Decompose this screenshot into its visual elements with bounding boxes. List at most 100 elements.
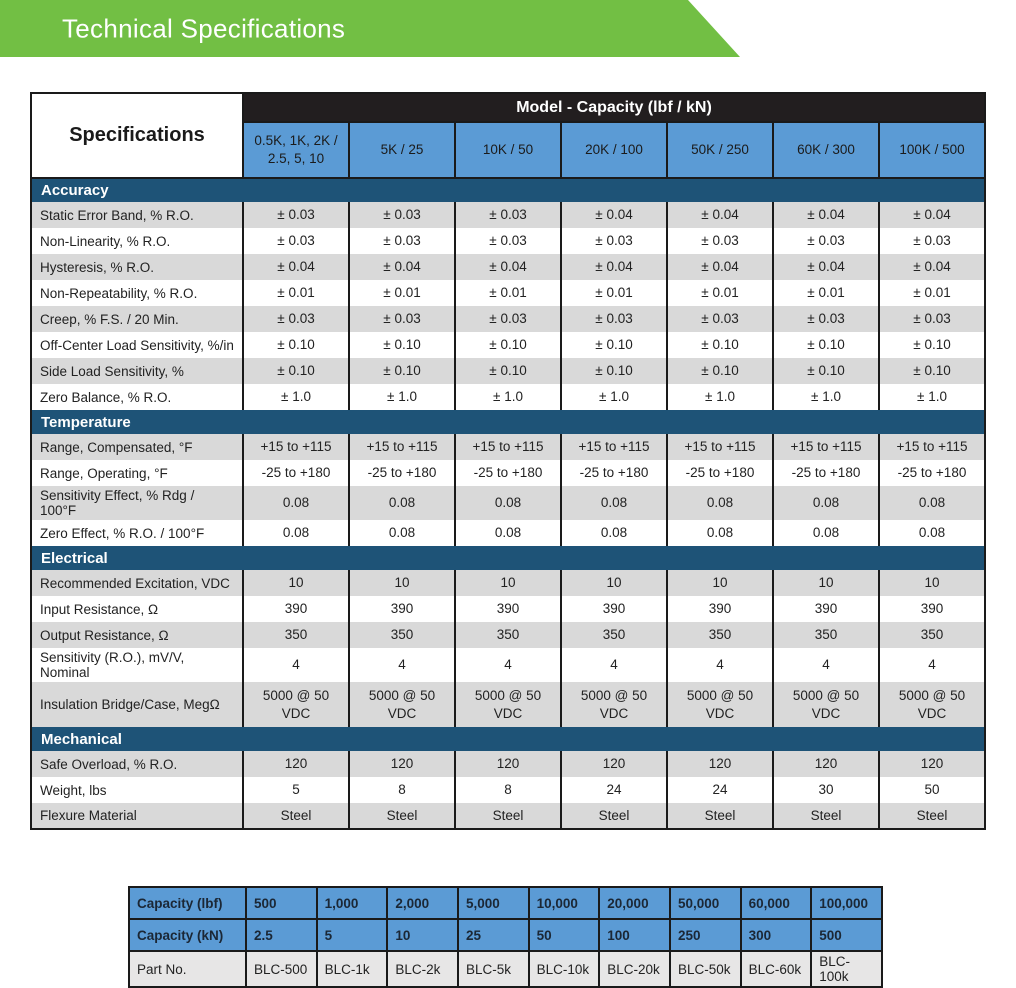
model-column-header: 100K / 500 xyxy=(878,121,986,179)
spec-row-value: 30 xyxy=(772,777,880,803)
capacity-value: 2.5 xyxy=(245,918,318,952)
spec-row-value: Steel xyxy=(242,803,350,829)
capacity-row-label: Part No. xyxy=(128,950,247,988)
spec-row-value: ± 0.03 xyxy=(454,306,562,332)
spec-table: Specifications Model - Capacity (lbf / k… xyxy=(30,92,986,830)
spec-row-value: ± 0.03 xyxy=(878,228,986,254)
spec-row-value: Steel xyxy=(878,803,986,829)
spec-row-value: ± 0.03 xyxy=(454,228,562,254)
spec-row-value: 0.08 xyxy=(772,520,880,546)
spec-row: Hysteresis, % R.O. ± 0.04 ± 0.04 ± 0.04 ± 0.… xyxy=(30,254,986,280)
spec-row-value: ± 0.03 xyxy=(772,228,880,254)
spec-row-value: ± 0.10 xyxy=(878,332,986,358)
spec-row-value: +15 to +115 xyxy=(454,434,562,460)
spec-row-value: 390 xyxy=(454,596,562,622)
spec-row-value: Steel xyxy=(454,803,562,829)
section-row: Electrical xyxy=(30,546,986,570)
spec-row-value: ± 0.10 xyxy=(666,332,774,358)
spec-row-value: +15 to +115 xyxy=(560,434,668,460)
spec-row-value: 0.08 xyxy=(772,486,880,520)
capacity-value: 250 xyxy=(668,918,742,952)
spec-row-value: 0.08 xyxy=(878,486,986,520)
spec-row-value: ± 1.0 xyxy=(242,384,350,410)
spec-row-label: Zero Balance, % R.O. xyxy=(30,384,244,410)
spec-row-value: 10 xyxy=(242,570,350,596)
section-header-accuracy: Accuracy xyxy=(30,178,986,202)
spec-row-value: ± 0.01 xyxy=(772,280,880,306)
spec-row: Range, Operating, °F -25 to +180 -25 to +1… xyxy=(30,460,986,486)
spec-row-value: Steel xyxy=(560,803,668,829)
model-capacity-header: Model - Capacity (lbf / kN) xyxy=(242,92,986,123)
spec-row-value: 0.08 xyxy=(242,486,350,520)
spec-row-label: Non-Repeatability, % R.O. xyxy=(30,280,244,306)
spec-row-value: ± 0.10 xyxy=(454,358,562,384)
capacity-value: 50 xyxy=(527,918,601,952)
spec-row: Range, Compensated, °F +15 to +115 +15 to … xyxy=(30,434,986,460)
spec-row: Non-Repeatability, % R.O. ± 0.01 ± 0.01 ± 0… xyxy=(30,280,986,306)
spec-row-value: ± 1.0 xyxy=(772,384,880,410)
spec-row-value: 5 xyxy=(242,777,350,803)
capacity-value: BLC-60k xyxy=(739,950,813,988)
spec-row: Sensitivity (R.O.), mV/V, Nominal 4 4 4 4 4 4 4 xyxy=(30,648,986,682)
capacity-value: 500 xyxy=(245,886,318,920)
spec-row-value: 4 xyxy=(560,648,668,682)
spec-row-value: 0.08 xyxy=(348,486,456,520)
spec-row-label: Recommended Excitation, VDC xyxy=(30,570,244,596)
spec-row-value: 120 xyxy=(242,751,350,777)
spec-row: Input Resistance, Ω 390 390 390 390 390 390 390 xyxy=(30,596,986,622)
spec-row-value: ± 0.04 xyxy=(772,202,880,228)
spec-row-value: 350 xyxy=(348,622,456,648)
spec-row-value: ± 0.10 xyxy=(348,358,456,384)
spec-row-value: ± 0.10 xyxy=(666,358,774,384)
spec-row-value: ± 0.03 xyxy=(348,228,456,254)
spec-row-value: ± 0.01 xyxy=(348,280,456,306)
spec-row-value: ± 1.0 xyxy=(348,384,456,410)
spec-row: Flexure Material Steel Steel Steel Steel Stee… xyxy=(30,803,986,829)
spec-row-value: ± 0.10 xyxy=(454,332,562,358)
spec-row-value: ± 0.04 xyxy=(242,254,350,280)
spec-row-label: Sensitivity Effect, % Rdg / 100°F xyxy=(30,486,244,520)
model-header-row: Specifications Model - Capacity (lbf / k… xyxy=(30,92,986,179)
spec-row-value: +15 to +115 xyxy=(348,434,456,460)
spec-row-value: 120 xyxy=(772,751,880,777)
spec-row-label: Hysteresis, % R.O. xyxy=(30,254,244,280)
spec-row-value: 10 xyxy=(560,570,668,596)
spec-row-value: 5000 @ 50 VDC xyxy=(242,682,350,727)
spec-row-value: 350 xyxy=(242,622,350,648)
spec-row-value: 350 xyxy=(772,622,880,648)
spec-row-value: 10 xyxy=(348,570,456,596)
spec-row-value: 120 xyxy=(878,751,986,777)
spec-row-label: Flexure Material xyxy=(30,803,244,829)
spec-row-value: 0.08 xyxy=(454,486,562,520)
section-header-temperature: Temperature xyxy=(30,410,986,434)
spec-row-value: 4 xyxy=(242,648,350,682)
spec-row-value: 24 xyxy=(560,777,668,803)
spec-row-value: ± 0.10 xyxy=(560,332,668,358)
spec-row-label: Static Error Band, % R.O. xyxy=(30,202,244,228)
spec-row-value: 0.08 xyxy=(454,520,562,546)
section-row: Mechanical xyxy=(30,727,986,751)
spec-row-value: ± 0.10 xyxy=(878,358,986,384)
spec-row-value: ± 0.04 xyxy=(666,254,774,280)
spec-row-value: 5000 @ 50 VDC xyxy=(878,682,986,727)
model-column-header: 10K / 50 xyxy=(454,121,562,179)
capacity-value: BLC-5k xyxy=(456,950,530,988)
spec-row-value: ± 0.04 xyxy=(666,202,774,228)
spec-row-value: ± 0.10 xyxy=(560,358,668,384)
spec-row: Safe Overload, % R.O. 120 120 120 120 120 120 1… xyxy=(30,751,986,777)
capacity-value: 500 xyxy=(810,918,883,952)
spec-row-value: ± 0.03 xyxy=(348,306,456,332)
capacity-value: BLC-2k xyxy=(386,950,459,988)
capacity-value: BLC-100k xyxy=(810,950,883,988)
spec-row-label: Creep, % F.S. / 20 Min. xyxy=(30,306,244,332)
spec-row-value: -25 to +180 xyxy=(878,460,986,486)
spec-row-label: Sensitivity (R.O.), mV/V, Nominal xyxy=(30,648,244,682)
spec-row-value: ± 0.03 xyxy=(454,202,562,228)
spec-row-value: 8 xyxy=(348,777,456,803)
spec-row-value: 0.08 xyxy=(878,520,986,546)
capacity-value: 100,000 xyxy=(810,886,883,920)
spec-row-value: -25 to +180 xyxy=(242,460,350,486)
spec-row-value: ± 0.01 xyxy=(454,280,562,306)
spec-row-value: 0.08 xyxy=(348,520,456,546)
spec-row-value: 350 xyxy=(878,622,986,648)
